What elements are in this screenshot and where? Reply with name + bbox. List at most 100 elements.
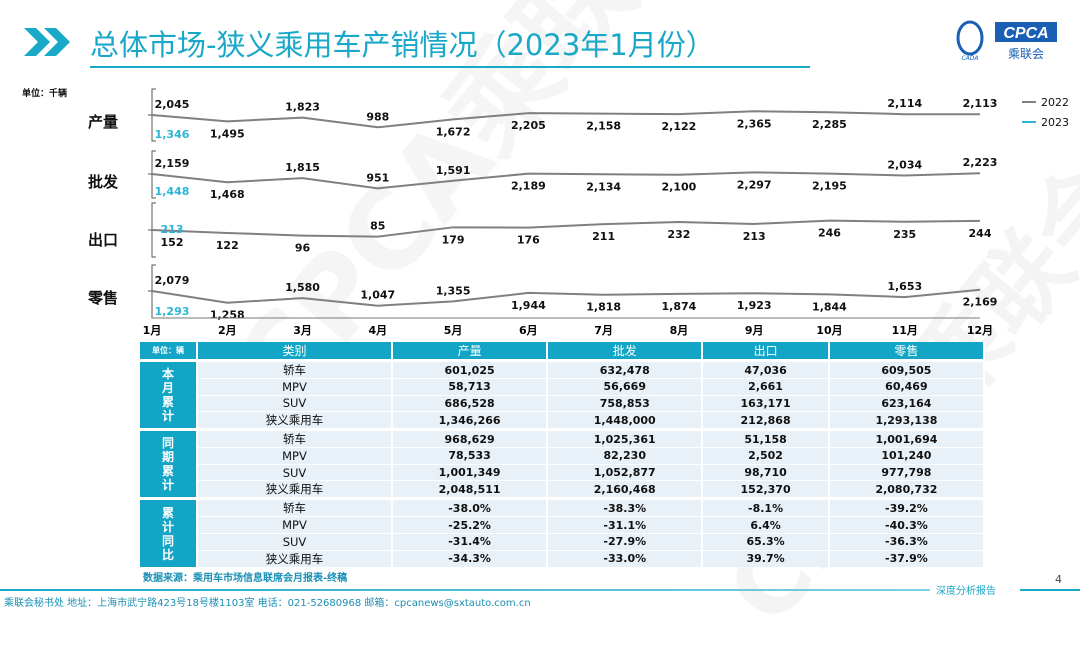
line-chart: 2,045 1,495 1,823 988 1,672 2,205 2,158 2,122 2,… (143, 88, 998, 337)
data-label-2022: 246 (818, 227, 841, 240)
data-label-2022: 85 (370, 220, 385, 233)
group-label: 本月累计 (161, 367, 174, 424)
row-category: 轿车 (197, 359, 393, 379)
logo-small: CADA (961, 55, 978, 62)
data-label-2022: 235 (893, 228, 916, 241)
data-label-2022: 2,100 (662, 181, 697, 194)
cell-value: -31.4% (392, 532, 549, 551)
cell-value: 58,713 (392, 378, 549, 396)
cell-value: -38.0% (392, 497, 549, 517)
cell-value: 2,661 (702, 378, 830, 396)
cell-value: 2,080,732 (828, 480, 986, 499)
row-category: MPV (197, 516, 393, 534)
group-cell: 同期累计 (140, 428, 198, 499)
footer-divider (1020, 589, 1080, 591)
cell-value: 82,230 (547, 447, 704, 465)
data-label-2022: 2,034 (887, 158, 922, 171)
legend-2022: 2022 (1022, 92, 1069, 112)
cell-value: 51,158 (702, 428, 830, 448)
legend-label: 2023 (1041, 115, 1069, 129)
footer-address: 乘联会秘书处 地址：上海市武宁路423号18号楼1103室 电话：021-526… (4, 598, 531, 609)
page-number: 4 (1055, 573, 1062, 586)
cell-value: 39.7% (702, 549, 830, 567)
legend-2023: 2023 (1022, 112, 1069, 132)
col-header: 出口 (702, 342, 830, 361)
data-label-2022: 951 (366, 171, 389, 184)
data-label-2022: 1,495 (210, 127, 245, 140)
cell-value: 1,346,266 (392, 411, 549, 430)
col-header: 零售 (828, 342, 986, 361)
row-category: 轿车 (197, 497, 393, 517)
x-tick-label: 5月 (444, 324, 463, 337)
data-label-2022: 1,653 (887, 280, 922, 293)
page-title: 总体市场-狭义乘用车产销情况（2023年1月份） (90, 22, 810, 68)
cell-value: 601,025 (392, 359, 549, 379)
data-label-2022: 1,580 (285, 281, 320, 294)
data-label-2023: 1,448 (155, 185, 190, 198)
table-row: 累计同比 轿车 -38.0% -38.3% -8.1% -39.2% (140, 497, 986, 567)
x-tick-label: 6月 (519, 324, 538, 337)
x-tick-label: 9月 (745, 324, 764, 337)
x-tick-label: 7月 (594, 324, 613, 337)
data-label-2022: 244 (969, 227, 992, 240)
cell-value: 2,048,511 (392, 480, 549, 499)
data-label-2023: 1,346 (155, 128, 190, 141)
data-label-2022: 2,169 (963, 296, 998, 309)
series-2022-line (151, 288, 981, 307)
cell-value: -39.2% (828, 497, 986, 517)
col-header: 产量 (392, 342, 549, 361)
row-category: 狭义乘用车 (197, 411, 393, 430)
data-label-2022: 1,258 (210, 309, 245, 322)
cell-value: 2,502 (702, 447, 830, 465)
data-label-2022: 122 (216, 239, 239, 252)
row-category: 轿车 (197, 428, 393, 448)
data-label-2022: 2,159 (155, 157, 190, 170)
cell-value: 968,629 (392, 428, 549, 448)
cell-value: 6.4% (702, 516, 830, 534)
x-tick-label: 8月 (670, 324, 689, 337)
table-row: 狭义乘用车 1,346,266 1,448,000 212,868 1,293,138 (140, 411, 986, 430)
data-label-2022: 1,815 (285, 161, 320, 174)
panel-label: 零售 (88, 289, 119, 307)
cell-value: -38.3% (547, 497, 704, 517)
row-category: SUV (197, 394, 393, 412)
logo-text: CPCA (1003, 25, 1048, 42)
cell-value: -40.3% (828, 516, 986, 534)
data-label-2022: 1,468 (210, 188, 245, 201)
data-label-2022: 2,223 (963, 156, 998, 169)
table-unit: 单位：辆 (140, 342, 198, 361)
cpca-logo: CPCA 乘联会 CADA (950, 16, 1060, 62)
cell-value: 1,025,361 (547, 428, 704, 448)
data-label-2022: 2,189 (511, 180, 546, 193)
data-label-2022: 2,365 (737, 117, 772, 130)
logo-sub: 乘联会 (1008, 47, 1044, 61)
table-row: MPV -25.2% -31.1% 6.4% -40.3% (140, 516, 986, 534)
data-label-2022: 1,844 (812, 300, 847, 313)
cell-value: 101,240 (828, 447, 986, 465)
cell-value: 1,293,138 (828, 411, 986, 430)
chevron-double-icon (24, 28, 70, 56)
cell-value: 1,001,349 (392, 463, 549, 481)
group-label: 同期累计 (161, 436, 174, 493)
panel-label: 批发 (88, 173, 119, 191)
col-header: 批发 (547, 342, 704, 361)
data-label-2022: 1,355 (436, 284, 471, 297)
row-category: MPV (197, 447, 393, 465)
cell-value: 163,171 (702, 394, 830, 412)
x-tick-label: 10月 (816, 324, 842, 337)
table-row: 同期累计 轿车 968,629 1,025,361 51,158 1,001,694 (140, 428, 986, 499)
data-label-2022: 1,818 (586, 301, 621, 314)
data-label-2022: 2,045 (155, 98, 190, 111)
series-2022-line (151, 219, 981, 238)
cell-value: 152,370 (702, 480, 830, 499)
data-label-2022: 1,944 (511, 299, 546, 312)
cell-value: 1,001,694 (828, 428, 986, 448)
cell-value: 609,505 (828, 359, 986, 379)
data-label-2022: 1,591 (436, 164, 471, 177)
data-label-2022: 211 (592, 230, 615, 243)
table-row: SUV 686,528 758,853 163,171 623,164 (140, 394, 986, 412)
row-category: 狭义乘用车 (197, 480, 393, 499)
data-label-2023: 213 (161, 223, 184, 236)
data-label-2023: 1,293 (155, 305, 190, 318)
x-tick-label: 1月 (143, 324, 162, 337)
